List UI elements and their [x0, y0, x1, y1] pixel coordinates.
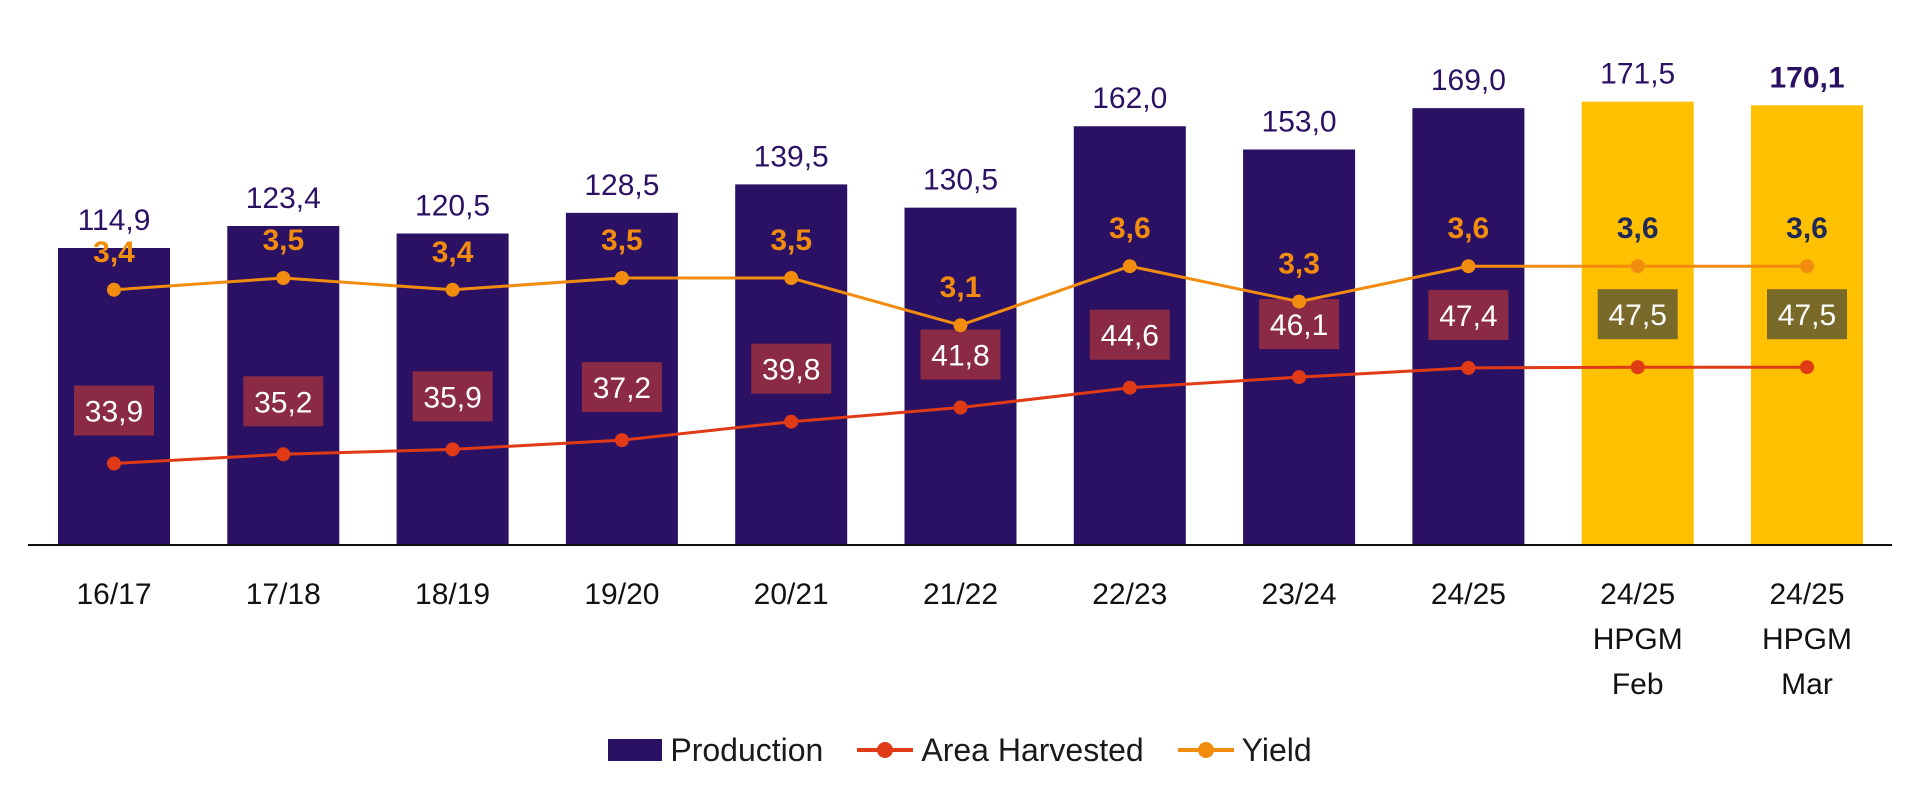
x-axis-tick-labels: 16/17 17/18 18/19 19/20 20/21 21/22 22/23 23/24…	[76, 578, 1852, 701]
yield-point	[445, 282, 460, 297]
area-harvested-value-label: 37,2	[593, 372, 651, 405]
legend-swatch-production	[608, 739, 663, 761]
legend-item-area-harvested: Area Harvested	[857, 731, 1144, 769]
production-value-label: 120,5	[415, 190, 490, 223]
yield-point	[1461, 259, 1476, 274]
area-harvested-value-label: 39,8	[762, 354, 820, 387]
area-harvested-label-box	[920, 329, 1001, 380]
production-value-label: 169,0	[1431, 64, 1506, 97]
area-harvested-point	[953, 400, 968, 415]
x-tick-label: 24/25	[1431, 578, 1506, 611]
yield-value-label: 3,6	[1109, 212, 1151, 245]
yield-labels: 3,4 3,5 3,4 3,5 3,5 3,1 3,6 3,3 3,6 3,6 3,6	[93, 212, 1828, 304]
x-tick-label: 24/25 HPGM Mar	[1762, 578, 1852, 701]
yield-series	[107, 259, 1814, 333]
area-harvested-value-label: 47,5	[1609, 299, 1667, 332]
yield-value-label: 3,5	[262, 224, 304, 257]
area-harvested-point	[107, 456, 121, 471]
x-tick-label: 23/24	[1262, 578, 1337, 611]
x-tick-label: 20/21	[754, 578, 829, 611]
area-harvested-value-label: 35,9	[423, 381, 481, 414]
yield-value-label: 3,4	[432, 236, 474, 269]
x-tick-label: 24/25 HPGM Feb	[1593, 578, 1683, 701]
production-value-label: 128,5	[584, 169, 659, 202]
production-labels: 114,9 123,4 120,5 128,5 139,5 130,5 162,0 153,0…	[78, 58, 1845, 237]
area-harvested-label-box	[751, 343, 832, 394]
production-value-label: 139,5	[754, 140, 829, 173]
yield-value-label: 3,1	[940, 271, 982, 304]
legend-item-production: Production	[608, 732, 823, 769]
legend: Production Area Harvested Yield	[0, 728, 1920, 772]
area-harvested-point	[614, 433, 629, 448]
yield-value-label: 3,6	[1448, 212, 1490, 245]
area-harvested-label-box	[412, 371, 493, 422]
area-harvested-point	[1461, 360, 1476, 375]
area-harvested-label-box	[581, 362, 662, 413]
production-value-label: 114,9	[78, 204, 151, 237]
area-harvested-label-box	[243, 376, 324, 427]
production-value-label: 153,0	[1262, 105, 1337, 138]
area-harvested-point	[1630, 360, 1645, 375]
yield-point	[953, 318, 968, 333]
area-harvested-label-box	[74, 385, 154, 436]
legend-swatch-area-harvested	[857, 738, 914, 762]
area-harvested-point	[445, 442, 460, 457]
yield-point	[1292, 294, 1307, 309]
yield-point	[1630, 259, 1645, 274]
x-tick-label: 21/22	[923, 578, 998, 611]
production-value-label: 171,5	[1600, 58, 1675, 91]
production-value-label: 170,1	[1769, 61, 1844, 94]
x-tick-label: 19/20	[584, 578, 659, 611]
area-harvested-labels: 33,9 35,2 35,9 37,2 39,8 41,8 44,6 46,1 47,4 47,5…	[74, 289, 1847, 436]
area-harvested-point	[1292, 370, 1307, 385]
production-value-label: 162,0	[1092, 82, 1167, 115]
area-harvested-series	[107, 360, 1814, 471]
yield-point	[107, 282, 121, 297]
yield-value-label: 3,6	[1786, 212, 1828, 245]
area-harvested-value-label: 46,1	[1270, 309, 1328, 342]
production-value-label: 123,4	[246, 182, 321, 215]
yield-value-label: 3,6	[1617, 212, 1659, 245]
legend-label-area-harvested: Area Harvested	[921, 731, 1144, 768]
x-tick-label: 18/19	[415, 578, 490, 611]
legend-label-yield: Yield	[1241, 731, 1312, 768]
yield-value-label: 3,3	[1278, 248, 1320, 281]
area-harvested-point	[276, 447, 291, 462]
area-harvested-label-box	[1428, 289, 1509, 340]
yield-point	[1122, 259, 1137, 274]
x-tick-label: 22/23	[1092, 578, 1167, 611]
area-harvested-value-label: 35,2	[254, 386, 312, 419]
area-harvested-value-label: 33,9	[85, 395, 143, 428]
x-tick-label: 16/17	[76, 578, 151, 611]
legend-item-yield: Yield	[1177, 731, 1312, 769]
yield-value-label: 3,5	[601, 224, 643, 257]
area-harvested-value-label: 47,5	[1778, 299, 1836, 332]
area-harvested-point	[1800, 360, 1814, 375]
yield-point	[276, 271, 291, 285]
yield-point	[784, 271, 799, 285]
area-harvested-label-box	[1089, 309, 1170, 360]
yield-value-label: 3,5	[770, 224, 812, 257]
area-harvested-value-label: 44,6	[1101, 320, 1159, 353]
area-harvested-label-box	[1597, 289, 1678, 340]
area-harvested-point	[1122, 380, 1137, 395]
legend-swatch-yield	[1177, 738, 1234, 762]
production-value-label: 130,5	[923, 164, 998, 197]
yield-value-label: 3,4	[93, 236, 135, 269]
x-tick-label: 17/18	[246, 578, 321, 611]
area-harvested-point	[784, 414, 799, 429]
area-harvested-value-label: 47,4	[1439, 300, 1497, 333]
yield-point	[1800, 259, 1814, 274]
area-harvested-label-box	[1767, 289, 1847, 340]
area-harvested-value-label: 41,8	[931, 340, 989, 373]
legend-label-production: Production	[670, 731, 824, 768]
yield-point	[614, 271, 629, 285]
